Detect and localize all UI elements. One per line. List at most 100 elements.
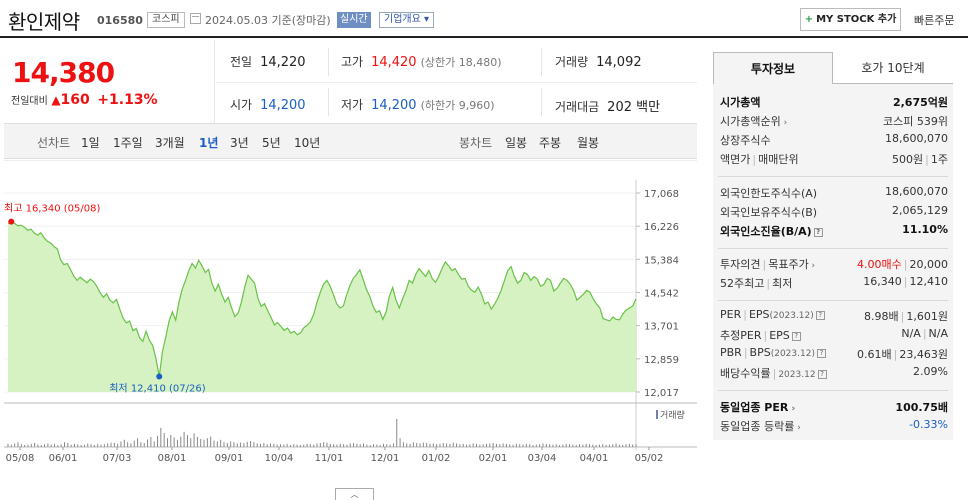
market-badge: 코스피 bbox=[147, 12, 185, 28]
pbr-bps-row: PBR | BPS(2023.12)? 0.61배 | 23,463원 bbox=[720, 346, 948, 361]
divider bbox=[718, 176, 948, 177]
quick-order-link[interactable]: 빠른주문 bbox=[914, 14, 955, 27]
y-tick-label: 13,701 bbox=[644, 322, 679, 333]
max-point bbox=[8, 218, 15, 225]
est-per-row: 추정PER | EPS? N/A | N/A bbox=[720, 327, 948, 342]
candle-monthly[interactable]: 월봉 bbox=[577, 136, 600, 150]
x-tick-label: 01/02 bbox=[422, 453, 451, 464]
pbr-label: PBR bbox=[720, 346, 742, 359]
x-tick-label: 02/01 bbox=[479, 453, 508, 464]
dividend-year: 2023.12 bbox=[778, 370, 816, 380]
open-price: 시가 14,200 bbox=[230, 96, 306, 113]
dividend-value: 2.09% bbox=[913, 365, 948, 378]
est-eps-label: EPS bbox=[769, 329, 790, 342]
divider bbox=[541, 48, 542, 76]
period-1y[interactable]: 1년 bbox=[199, 136, 219, 150]
unit-value: 1주 bbox=[930, 153, 948, 166]
period-1d[interactable]: 1일 bbox=[81, 136, 100, 150]
open-value: 14,200 bbox=[260, 98, 306, 113]
trade-amount: 거래대금 202 백만 bbox=[555, 96, 660, 115]
dividend-row: 배당수익률 | 2023.12? 2.09% bbox=[720, 365, 948, 380]
per-value: 8.98배 bbox=[864, 310, 899, 323]
sector-change-row[interactable]: 동일업종 등락률 › -0.33% bbox=[720, 418, 948, 436]
market-cap-rank-row[interactable]: 시가총액순위 › 코스피 539위 bbox=[720, 113, 948, 131]
low-label: 저가 bbox=[341, 98, 364, 112]
rank-label: 시가총액순위 bbox=[720, 115, 781, 128]
calendar-icon bbox=[190, 13, 201, 24]
volume-legend-swatch bbox=[656, 410, 658, 419]
base-date: 2024.05.03 기준(장마감) bbox=[205, 14, 331, 27]
sector-per-value: 100.75배 bbox=[895, 401, 948, 414]
collapse-toggle-button[interactable]: ︿ bbox=[335, 488, 374, 500]
stock-code: 016580 bbox=[97, 14, 143, 27]
lower-limit: (하한가 9,960) bbox=[420, 99, 495, 112]
sector-per-label: 동일업종 PER bbox=[720, 401, 789, 414]
period-10y[interactable]: 10년 bbox=[294, 136, 321, 150]
est-eps-value: N/A bbox=[928, 327, 948, 340]
divider bbox=[328, 88, 329, 116]
change-percent: +1.13% bbox=[97, 92, 158, 108]
up-triangle-icon: ▲ bbox=[51, 93, 61, 107]
x-tick-label: 04/01 bbox=[580, 453, 609, 464]
foreign-limit-row: 외국인한도주식수(A) 18,600,070 bbox=[720, 185, 948, 203]
volume: 거래량 14,092 bbox=[555, 53, 642, 70]
info-icon[interactable]: ? bbox=[817, 370, 827, 379]
sector-change-value: -0.33% bbox=[909, 418, 948, 431]
dividend-label: 배당수익률 bbox=[720, 367, 771, 380]
foreign-rate-label: 외국인소진율(B/A) bbox=[720, 225, 812, 238]
period-3y[interactable]: 3년 bbox=[230, 136, 249, 150]
x-tick-label: 10/04 bbox=[265, 453, 294, 464]
per-eps-row: PER | EPS(2023.12)? 8.98배 | 1,601원 bbox=[720, 308, 948, 323]
chevron-right-icon: › bbox=[808, 261, 816, 271]
foreign-limit-label: 외국인한도주식수(A) bbox=[720, 187, 818, 200]
period-3m[interactable]: 3개월 bbox=[155, 136, 185, 150]
info-icon[interactable]: ? bbox=[791, 332, 801, 341]
tab-order-book[interactable]: 호가 10단계 bbox=[833, 52, 953, 84]
info-icon[interactable]: ? bbox=[813, 228, 823, 237]
y-tick-label: 16,226 bbox=[644, 222, 679, 233]
sector-per-row[interactable]: 동일업종 PER › 100.75배 bbox=[720, 399, 948, 417]
high-label: 고가 bbox=[341, 55, 364, 69]
line-chart-label: 선차트 bbox=[37, 136, 71, 150]
x-tick-label: 05/02 bbox=[635, 453, 664, 464]
par-value-row: 액면가 | 매매단위 500원 | 1주 bbox=[720, 153, 948, 166]
x-tick-label: 03/04 bbox=[528, 453, 557, 464]
divider bbox=[541, 88, 542, 116]
period-5y[interactable]: 5년 bbox=[262, 136, 281, 150]
market-cap-label: 시가총액 bbox=[720, 96, 761, 109]
high-value: 14,420 bbox=[371, 55, 417, 70]
realtime-badge[interactable]: 실시간 bbox=[337, 12, 371, 28]
add-my-stock-button[interactable]: + MY STOCK 추가 bbox=[800, 8, 901, 31]
price-area bbox=[8, 221, 636, 392]
change-amount: 160 bbox=[60, 92, 90, 108]
eps-year: (2023.12) bbox=[769, 311, 814, 321]
est-per-label: 추정PER bbox=[720, 329, 762, 342]
pbr-value: 0.61배 bbox=[857, 348, 892, 361]
x-tick-label: 12/01 bbox=[371, 453, 400, 464]
chevron-right-icon: › bbox=[794, 423, 801, 433]
period-1w[interactable]: 1주일 bbox=[113, 136, 143, 150]
upper-limit: (상한가 18,480) bbox=[420, 56, 502, 69]
chevron-right-icon: › bbox=[780, 118, 788, 128]
bps-value: 23,463원 bbox=[899, 348, 948, 361]
stock-name: 환인제약 bbox=[8, 10, 80, 34]
opinion-value: 4.00매수 bbox=[857, 258, 902, 271]
info-icon[interactable]: ? bbox=[816, 349, 826, 358]
candle-weekly[interactable]: 주봉 bbox=[539, 136, 562, 150]
divider bbox=[718, 248, 948, 249]
x-tick-label: 05/08 bbox=[6, 453, 35, 464]
rank-value: 코스피 539위 bbox=[883, 115, 948, 128]
opinion-row: 투자의견 | 목표주가 › 4.00매수 | 20,000 bbox=[720, 258, 948, 271]
price-chart[interactable]: 17,068 16,226 15,384 14,542 13,701 12,859 12,0… bbox=[4, 160, 697, 500]
x-tick-label: 11/01 bbox=[315, 453, 344, 464]
candle-daily[interactable]: 일봉 bbox=[505, 136, 528, 150]
eps-value: 1,601원 bbox=[906, 310, 948, 323]
low-value: 14,200 bbox=[371, 98, 417, 113]
tab-investment-info[interactable]: 투자정보 bbox=[713, 52, 833, 84]
prev-close: 전일 14,220 bbox=[230, 53, 306, 70]
y-tick-label: 12,017 bbox=[644, 388, 679, 399]
sector-change-label: 동일업종 등락률 bbox=[720, 420, 795, 433]
company-overview-dropdown[interactable]: 기업개요 ▾ bbox=[379, 12, 434, 28]
trade-amount-label: 거래대금 bbox=[555, 100, 600, 114]
info-icon[interactable]: ? bbox=[815, 311, 825, 320]
